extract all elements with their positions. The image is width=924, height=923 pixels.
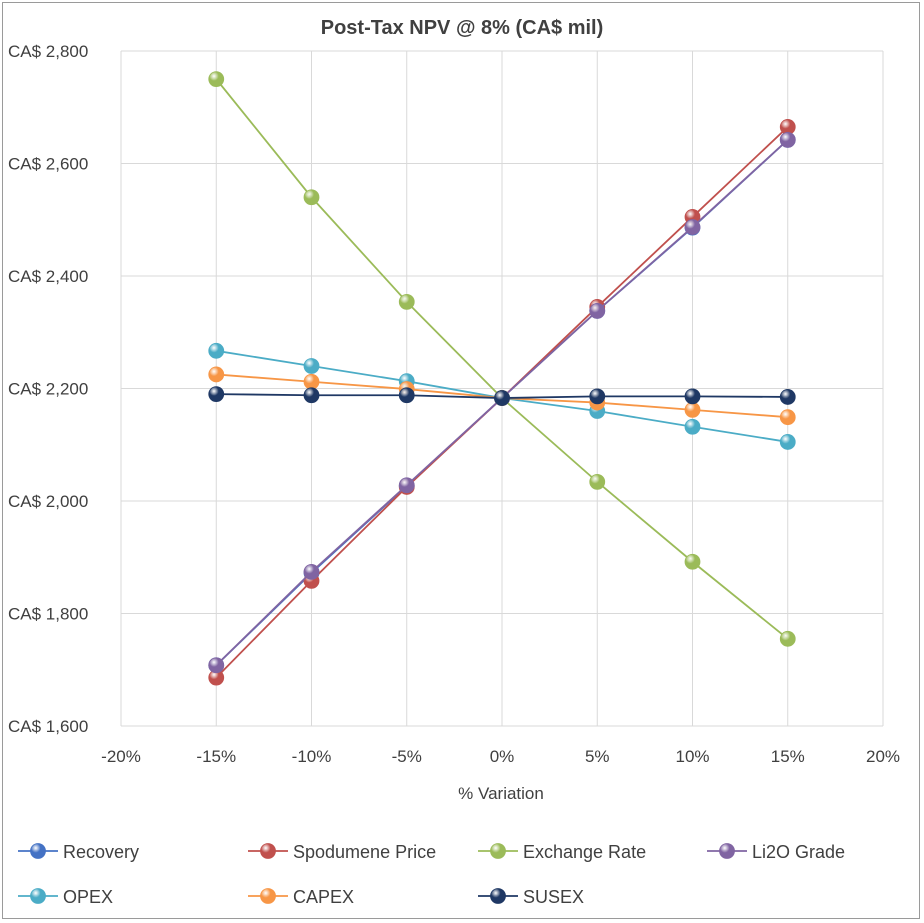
data-point [208,71,225,88]
y-tick-label: CA$ 1,800 [8,605,88,624]
data-point [779,630,796,647]
chart-title: Post-Tax NPV @ 8% (CA$ mil) [321,17,604,39]
data-point [303,358,320,374]
data-point [303,387,320,404]
data-point [398,293,415,310]
legend-marker [490,888,506,904]
data-point [589,473,606,490]
legend: Recovery Spodumene Price Exchange Rate Li2O… [18,842,845,907]
legend-marker [490,843,506,859]
x-tick-label: -10% [292,747,332,766]
x-tick-label: 0% [490,747,515,766]
x-tick-label: 5% [585,747,610,766]
y-tick-label: CA$ 2,200 [8,380,88,399]
x-axis-ticks: -20% -15% -10% -5% 0% 5% 10% 15% 20% [101,747,900,766]
legend-item: OPEX [18,887,113,907]
legend-item: Exchange Rate [478,842,646,862]
legend-item: Recovery [18,842,139,862]
y-tick-label: CA$ 2,800 [8,42,88,61]
data-point [398,387,415,404]
grid [120,50,884,727]
data-point [208,657,225,674]
legend-label: Li2O Grade [752,842,845,862]
x-axis-label: % Variation [458,784,544,803]
x-tick-label: 15% [771,747,805,766]
legend-label: SUSEX [523,887,584,907]
legend-label: OPEX [63,887,113,907]
data-point [589,388,606,405]
data-point [303,563,320,580]
legend-marker [30,843,46,859]
legend-marker [719,843,735,859]
data-point [684,401,701,418]
data-point [494,390,510,406]
legend-label: Spodumene Price [293,842,436,862]
legend-marker [260,888,276,904]
data-point [779,389,796,405]
legend-item: Spodumene Price [248,842,436,862]
data-point [303,189,320,206]
y-axis-ticks: CA$ 1,600 CA$ 1,800 CA$ 2,000 CA$ 2,200 CA$ … [8,42,88,736]
x-tick-label: -20% [101,747,141,766]
series [208,71,796,686]
data-point [684,418,701,435]
x-tick-label: 20% [866,747,900,766]
legend-label: Recovery [63,842,139,862]
x-tick-label: 10% [675,747,709,766]
legend-label: CAPEX [293,887,354,907]
y-tick-label: CA$ 2,600 [8,155,88,174]
data-point [208,366,225,383]
data-point [779,131,796,148]
x-tick-label: -15% [196,747,236,766]
legend-item: Li2O Grade [707,842,845,862]
legend-item: CAPEX [248,887,354,907]
data-point [779,409,796,426]
data-point [303,373,320,390]
series-susex [208,386,796,406]
y-tick-label: CA$ 1,600 [8,717,88,736]
data-point [208,386,225,403]
data-point [208,342,225,359]
data-point [684,219,701,235]
data-point [684,388,701,405]
data-point [589,302,606,319]
legend-item: SUSEX [478,887,584,907]
x-tick-label: -5% [392,747,422,766]
legend-label: Exchange Rate [523,842,646,862]
y-tick-label: CA$ 2,000 [8,492,88,511]
y-tick-label: CA$ 2,400 [8,267,88,286]
data-point [398,477,415,494]
legend-marker [260,843,276,859]
data-point [684,553,701,570]
legend-marker [30,888,46,904]
data-point [779,434,796,450]
